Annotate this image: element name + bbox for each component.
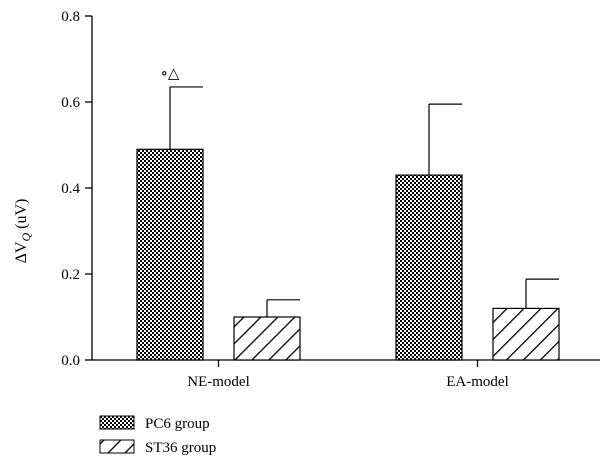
- y-axis-title-subscript: Q: [19, 233, 33, 242]
- legend-label-0: PC6 group: [145, 416, 210, 432]
- y-tick-label-3: 0.6: [61, 95, 80, 111]
- legend-swatch-0: [99, 415, 135, 430]
- x-tick-label-0: NE-model: [187, 374, 249, 390]
- x-axis: NE-model EA-model: [92, 359, 600, 390]
- legend: PC6 group ST36 group: [99, 415, 216, 456]
- x-tick-label-1: EA-model: [446, 374, 508, 390]
- significance-marker: ∘△: [161, 66, 180, 82]
- legend-swatch-1: [99, 439, 135, 454]
- legend-label-1: ST36 group: [145, 440, 216, 456]
- y-tick-label-4: 0.8: [61, 9, 80, 25]
- y-tick-label-2: 0.4: [61, 181, 80, 197]
- bar-NE-model-PC6-group: [136, 148, 204, 361]
- svg-text:ΔVQ (uV): ΔVQ (uV): [13, 199, 33, 264]
- y-tick-label-0: 0.0: [61, 353, 80, 369]
- bar-EA-model-ST36-group: [492, 307, 560, 361]
- y-tick-label-1: 0.2: [61, 267, 80, 283]
- y-axis-title-prefix: ΔV: [13, 241, 30, 263]
- bars: [136, 148, 560, 361]
- y-axis-title-suffix: (uV): [13, 199, 30, 233]
- y-axis: 0.0 0.2 0.4 0.6 0.8: [61, 9, 93, 369]
- bar-EA-model-PC6-group: [395, 174, 463, 361]
- y-axis-title: ΔVQ (uV): [13, 199, 33, 264]
- error-bars: [169, 86, 559, 317]
- annotations: ∘△: [161, 66, 180, 82]
- bar-NE-model-ST36-group: [233, 316, 301, 361]
